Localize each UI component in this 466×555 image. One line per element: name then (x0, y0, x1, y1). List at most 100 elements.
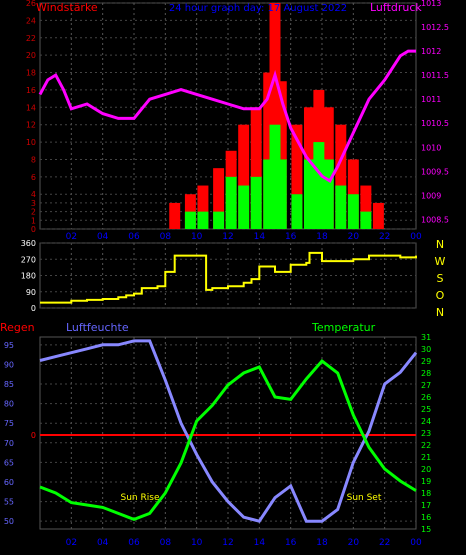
temperature-tick-label: 26 (421, 393, 431, 402)
windstaerke-label: Windstärke (36, 1, 98, 14)
direction-grid (40, 242, 417, 309)
wind-speed-bar (269, 3, 281, 229)
wind-tick-label: 20 (26, 51, 36, 60)
wind-gust-bar (322, 159, 334, 229)
wind-tick-label: 18 (26, 69, 36, 78)
humidity-tick-label: 85 (4, 380, 14, 389)
temperature-tick-label: 17 (421, 501, 431, 510)
wind-gust-bar (238, 185, 250, 229)
sunrise-annotation: Sun Rise (121, 493, 160, 503)
x-tick-label: 06 (128, 232, 140, 242)
pressure-tick-label: 1013 (421, 0, 441, 8)
direction-axis: 360 270 180 90 0 (21, 239, 36, 313)
x-tick-label: 18 (316, 232, 328, 242)
direction-letter: W (435, 255, 446, 268)
direction-letter: N (436, 238, 444, 251)
pressure-tick-label: 1010 (421, 143, 441, 152)
pressure-line (38, 49, 416, 184)
temperature-tick-label: 30 (421, 345, 431, 354)
x-tick-label: 16 (285, 232, 297, 242)
wind-speed-bar (250, 107, 262, 229)
temperature-line (39, 358, 417, 522)
humidity-tick-label: 75 (4, 419, 14, 428)
temperature-axis: 31 30 29 28 27 26 25 24 23 22 21 20 19 18 17 16 15 (421, 333, 431, 534)
wind-speed-bar (263, 72, 275, 230)
x-tick-label: 22 (379, 232, 390, 242)
x-tick-label: 12 (222, 538, 233, 548)
temperature-tick-label: 22 (421, 441, 431, 450)
pressure-tick-label: 1010.5 (421, 119, 449, 128)
temperature-tick-label: 29 (421, 357, 431, 366)
temperature-tick-label: 31 (421, 333, 431, 342)
x-tick-label: 08 (160, 232, 172, 242)
wind-gust-bar (275, 159, 287, 229)
wind-tick-label: 24 (26, 16, 36, 25)
wind-tick-label: 14 (26, 103, 36, 112)
wind-gust-bar (225, 176, 237, 229)
wind-speed-bar (291, 124, 303, 229)
pressure-tick-label: 1011 (421, 95, 441, 104)
direction-tick-label: 360 (21, 239, 36, 248)
wind-gust-bar (291, 194, 303, 229)
x-tick-label: 14 (254, 232, 266, 242)
luftdruck-label: Luftdruck (370, 1, 422, 14)
pressure-tick-label: 1012.5 (421, 23, 449, 32)
x-tick-label: 16 (285, 538, 297, 548)
wind-direction-line (40, 251, 417, 304)
rain-axis: 0 (31, 431, 36, 440)
temperature-tick-label: 15 (421, 525, 431, 534)
x-tick-label: 04 (97, 232, 109, 242)
temperature-tick-label: 21 (421, 453, 431, 462)
temperature-tick-label: 16 (421, 513, 431, 522)
wind-gust-bar (313, 142, 325, 229)
pressure-tick-label: 1009.5 (421, 167, 449, 176)
wind-tick-label: 3 (31, 199, 36, 208)
humidity-axis: 95 90 85 80 75 70 65 60 55 50 (4, 341, 14, 526)
rain-tick-label: 0 (31, 431, 36, 440)
wind-tick-label: 12 (26, 121, 36, 130)
pressure-tick-label: 1012 (421, 47, 441, 56)
humidity-tick-label: 80 (4, 400, 14, 409)
pressure-axis: 1008.5 1009 1009.5 1010 1010.5 1011 1011.5 1012… (421, 0, 449, 224)
wind-tick-label: 8 (31, 155, 36, 164)
x-tick-label: 08 (160, 538, 172, 548)
wind-speed-bar (197, 185, 209, 229)
wind-speed-bar (335, 124, 347, 229)
temperature-tick-label: 28 (421, 369, 431, 378)
wind-bars (169, 3, 384, 230)
humidity-tick-label: 55 (4, 498, 14, 507)
wind-speed-bar (360, 185, 372, 229)
x-tick-label: 06 (128, 538, 140, 548)
wind-tick-label: 10 (26, 138, 36, 147)
humidity-tick-label: 60 (4, 478, 14, 487)
x-tick-label: 04 (97, 538, 109, 548)
x-tick-label: 00 (410, 538, 422, 548)
x-tick-label: 02 (66, 232, 77, 242)
wind-tick-label: 16 (26, 86, 36, 95)
temperature-tick-label: 20 (421, 465, 431, 474)
x-tick-label: 22 (379, 538, 390, 548)
x-tick-label: 02 (66, 538, 77, 548)
temperatur-label: Temperatur (311, 321, 376, 334)
wind-gust-bar (335, 185, 347, 229)
x-tick-label: 12 (222, 232, 233, 242)
wind-gust-bar (184, 211, 196, 229)
humidity-line (39, 339, 418, 523)
x-tick-label: 18 (316, 538, 328, 548)
wind-tick-label: 6 (31, 173, 36, 182)
temperature-tick-label: 23 (421, 429, 431, 438)
x-tick-label: 00 (410, 232, 422, 242)
humidity-tick-label: 70 (4, 439, 14, 448)
wind-gust-bar (347, 194, 359, 229)
direction-tick-label: 180 (21, 272, 36, 281)
direction-letter: S (437, 272, 444, 285)
wind-tick-label: 26 (26, 0, 36, 8)
temperature-tick-label: 25 (421, 405, 431, 414)
sunset-annotation: Sun Set (347, 493, 382, 503)
wind-tick-label: 0 (31, 225, 36, 234)
x-tick-label: 14 (254, 538, 266, 548)
